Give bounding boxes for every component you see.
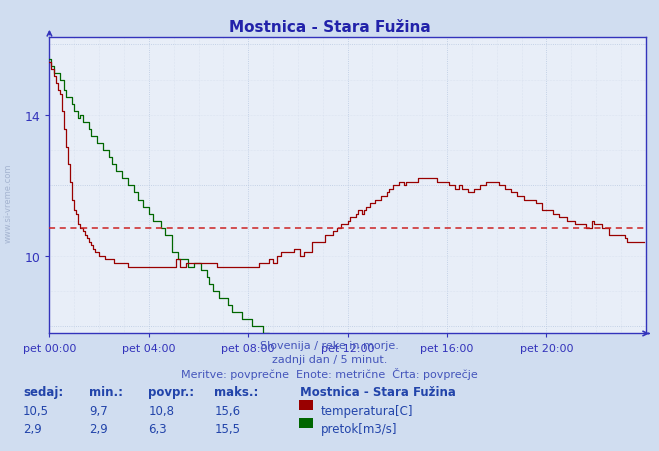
Text: maks.:: maks.:: [214, 386, 258, 399]
Text: min.:: min.:: [89, 386, 123, 399]
Text: 10,5: 10,5: [23, 404, 49, 417]
Text: Mostnica - Stara Fužina: Mostnica - Stara Fužina: [229, 20, 430, 35]
Text: 6,3: 6,3: [148, 422, 167, 435]
Text: 2,9: 2,9: [89, 422, 107, 435]
Text: sedaj:: sedaj:: [23, 386, 63, 399]
Text: 15,6: 15,6: [214, 404, 241, 417]
Text: zadnji dan / 5 minut.: zadnji dan / 5 minut.: [272, 354, 387, 364]
Text: 2,9: 2,9: [23, 422, 42, 435]
Text: Slovenija / reke in morje.: Slovenija / reke in morje.: [260, 341, 399, 350]
Text: www.si-vreme.com: www.si-vreme.com: [4, 163, 13, 243]
Text: 9,7: 9,7: [89, 404, 107, 417]
Text: povpr.:: povpr.:: [148, 386, 194, 399]
Text: Meritve: povprečne  Enote: metrične  Črta: povprečje: Meritve: povprečne Enote: metrične Črta:…: [181, 368, 478, 380]
Text: temperatura[C]: temperatura[C]: [321, 404, 413, 417]
Text: Mostnica - Stara Fužina: Mostnica - Stara Fužina: [300, 386, 456, 399]
Text: 10,8: 10,8: [148, 404, 174, 417]
Text: 15,5: 15,5: [214, 422, 240, 435]
Text: pretok[m3/s]: pretok[m3/s]: [321, 422, 397, 435]
